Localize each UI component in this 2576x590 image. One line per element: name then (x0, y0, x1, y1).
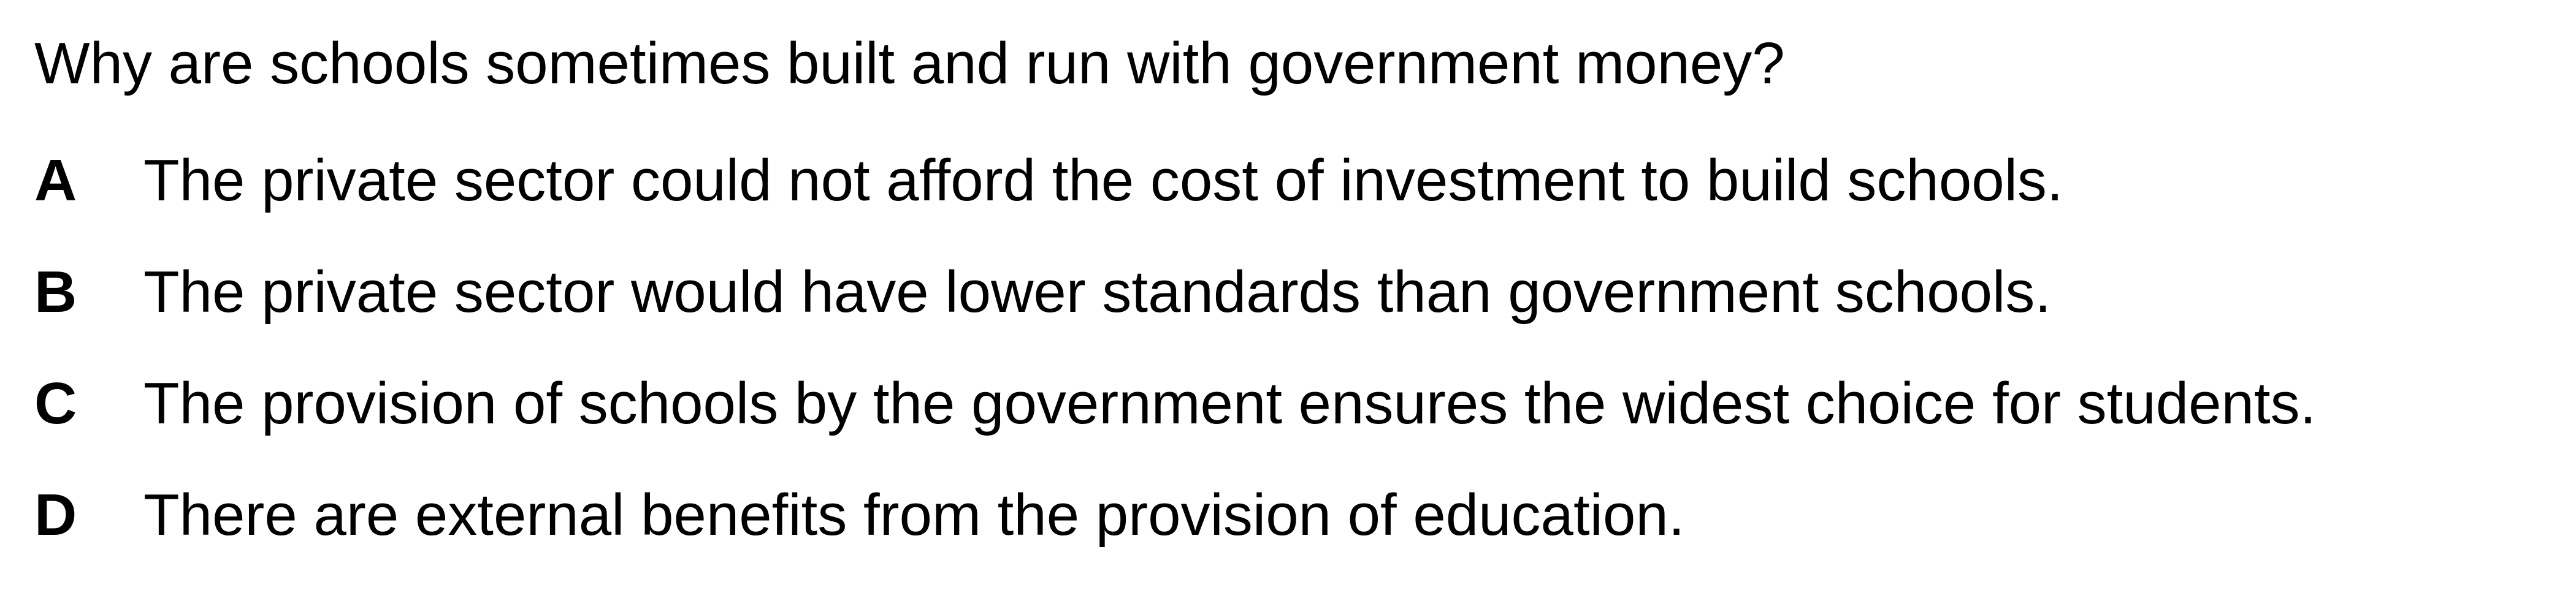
option-a: A The private sector could not afford th… (34, 144, 2316, 255)
question-text: Why are schools sometimes built and run … (34, 31, 1785, 96)
answer-options: A The private sector could not afford th… (34, 144, 2316, 590)
option-letter: D (34, 482, 77, 548)
option-text: The private sector could not afford the … (143, 148, 2063, 213)
option-text: The provision of schools by the governme… (143, 371, 2317, 436)
option-b: B The private sector would have lower st… (34, 255, 2316, 367)
option-c: C The provision of schools by the govern… (34, 367, 2316, 478)
option-text: The private sector would have lower stan… (143, 259, 2051, 325)
option-letter: B (34, 259, 77, 325)
option-d: D There are external benefits from the p… (34, 478, 2316, 590)
option-text: There are external benefits from the pro… (143, 482, 1685, 548)
option-letter: A (34, 148, 77, 213)
option-letter: C (34, 371, 77, 436)
